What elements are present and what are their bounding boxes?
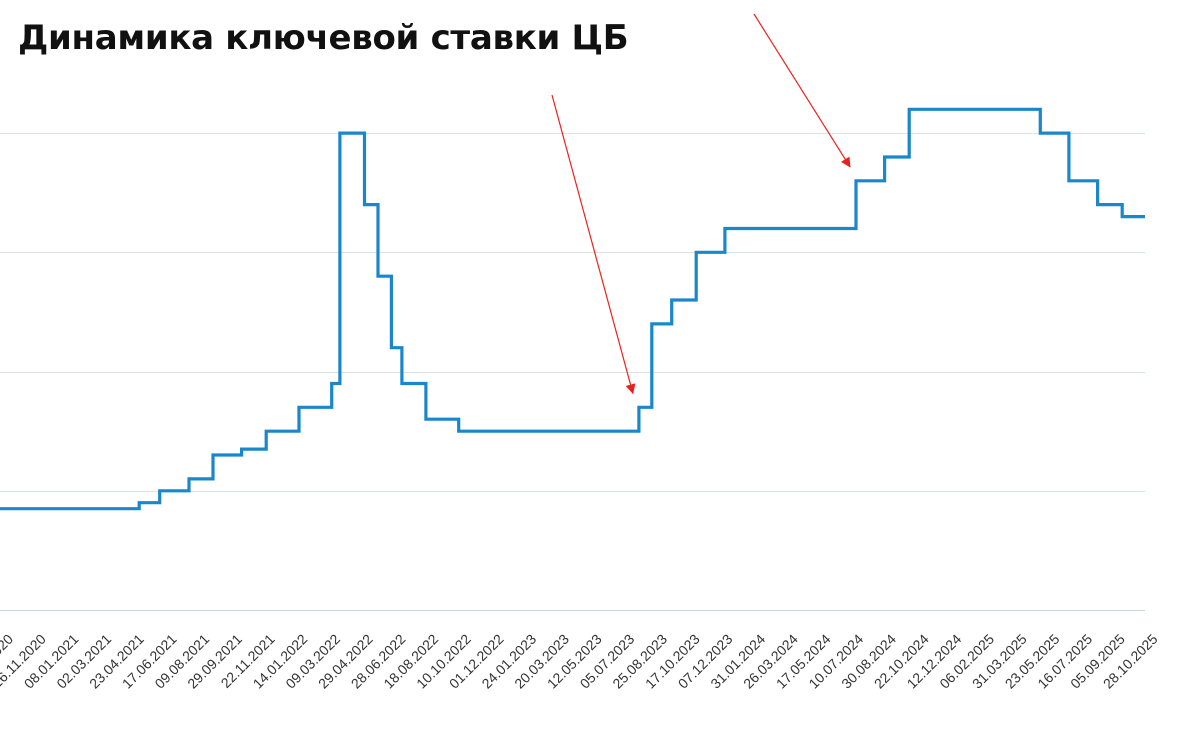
- annotation-arrow: [551, 94, 636, 395]
- series-layer: [0, 107, 1145, 511]
- x-axis-ticks: 202016.11.202008.01.202102.03.202123.04.…: [0, 631, 1161, 692]
- annotation-layer: [551, 13, 851, 395]
- chart-title: Динамика ключевой ставки ЦБ: [18, 18, 629, 58]
- annotation-arrow: [753, 13, 851, 168]
- series-line-key-rate: [0, 107, 1145, 511]
- grid-layer: [0, 133, 1145, 611]
